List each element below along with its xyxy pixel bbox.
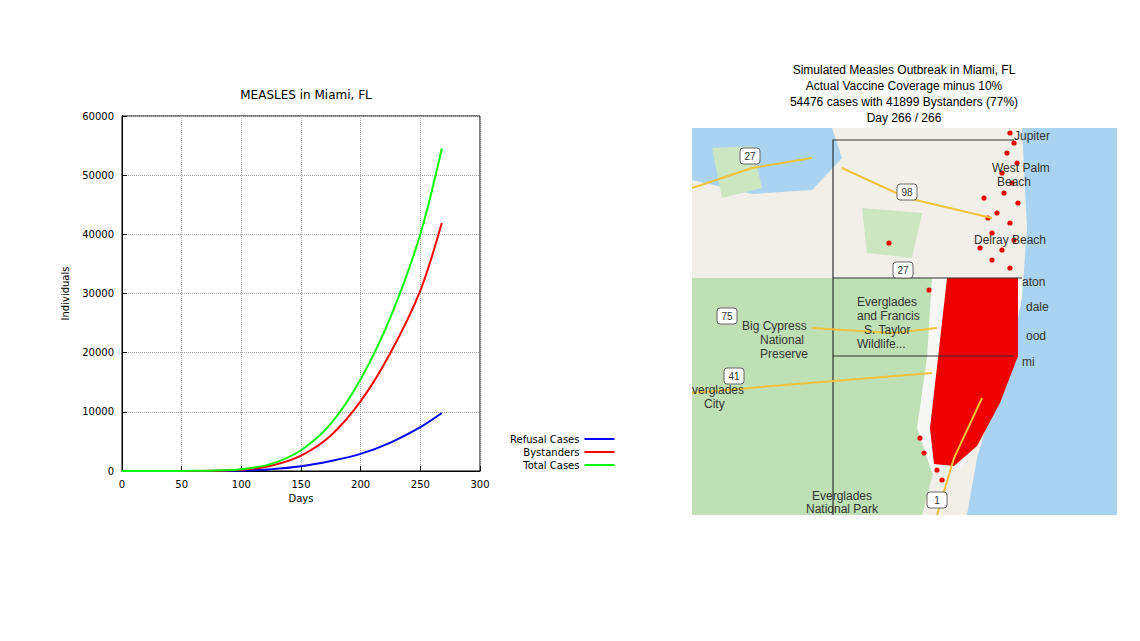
svg-text:27: 27 <box>744 151 756 162</box>
svg-text:41: 41 <box>728 371 740 382</box>
svg-text:Refusal Cases: Refusal Cases <box>510 434 580 445</box>
svg-text:Bystanders: Bystanders <box>523 447 579 458</box>
svg-text:dale: dale <box>1026 300 1049 314</box>
svg-text:S. Taylor: S. Taylor <box>864 323 910 337</box>
svg-text:aton: aton <box>1022 275 1045 289</box>
svg-text:Jupiter: Jupiter <box>1014 129 1050 143</box>
svg-text:National: National <box>760 333 804 347</box>
svg-text:National Park: National Park <box>806 502 879 516</box>
svg-text:Big Cypress: Big Cypress <box>742 319 807 333</box>
svg-text:10000: 10000 <box>82 406 114 417</box>
svg-text:0: 0 <box>108 466 114 477</box>
svg-text:100: 100 <box>232 479 251 490</box>
svg-text:Actual Vaccine Coverage minus: Actual Vaccine Coverage minus 10% <box>806 79 1003 93</box>
svg-text:60000: 60000 <box>82 111 114 122</box>
svg-text:Preserve: Preserve <box>760 347 808 361</box>
svg-text:200: 200 <box>351 479 370 490</box>
svg-text:Delray Beach: Delray Beach <box>974 233 1046 247</box>
svg-text:ood: ood <box>1026 329 1046 343</box>
svg-text:0: 0 <box>119 479 125 490</box>
svg-text:and Francis: and Francis <box>857 309 920 323</box>
svg-text:98: 98 <box>901 187 913 198</box>
svg-text:75: 75 <box>721 311 733 322</box>
svg-text:Beach: Beach <box>997 175 1031 189</box>
svg-text:50: 50 <box>175 479 188 490</box>
svg-text:250: 250 <box>411 479 430 490</box>
svg-text:1: 1 <box>934 495 940 506</box>
svg-text:West Palm: West Palm <box>992 161 1050 175</box>
svg-text:Total Cases: Total Cases <box>522 460 579 471</box>
svg-text:Everglades: Everglades <box>812 489 872 503</box>
svg-text:MEASLES in Miami, FL: MEASLES in Miami, FL <box>240 88 372 102</box>
svg-text:verglades: verglades <box>692 383 744 397</box>
svg-text:Days: Days <box>289 493 314 504</box>
svg-text:Individuals: Individuals <box>60 267 71 321</box>
svg-text:30000: 30000 <box>82 288 114 299</box>
svg-text:Wildlife...: Wildlife... <box>857 337 906 351</box>
svg-text:Everglades: Everglades <box>857 295 917 309</box>
svg-text:50000: 50000 <box>82 170 114 181</box>
svg-text:Day 266 / 266: Day 266 / 266 <box>867 111 942 125</box>
svg-text:300: 300 <box>470 479 489 490</box>
svg-text:54476 cases with 41899 Bystand: 54476 cases with 41899 Bystanders (77%) <box>790 95 1018 109</box>
svg-text:Simulated Measles Outbreak in: Simulated Measles Outbreak in Miami, FL <box>793 63 1016 77</box>
svg-text:150: 150 <box>291 479 310 490</box>
svg-text:mi: mi <box>1022 355 1035 369</box>
svg-text:City: City <box>704 397 725 411</box>
svg-text:20000: 20000 <box>82 347 114 358</box>
svg-text:40000: 40000 <box>82 229 114 240</box>
svg-text:27: 27 <box>897 265 909 276</box>
